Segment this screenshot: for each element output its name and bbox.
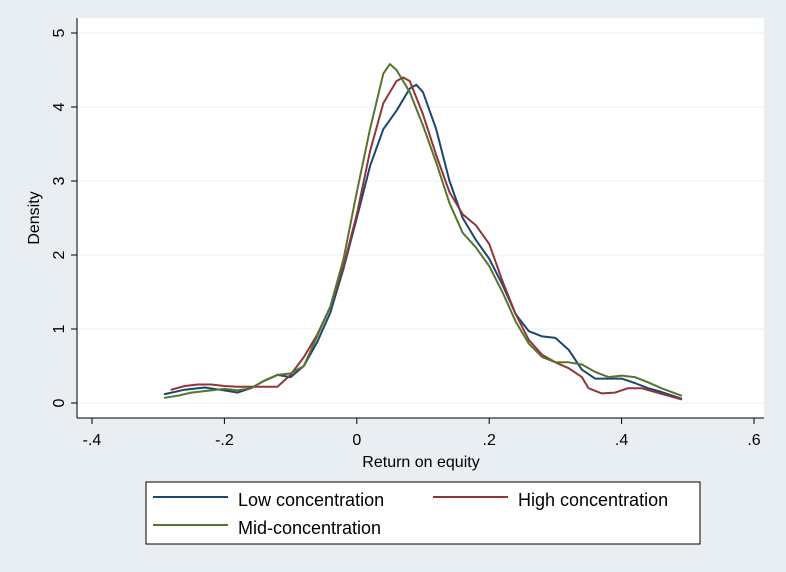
y-axis-label: Density xyxy=(26,191,43,244)
y-tick-label: 3 xyxy=(51,176,68,185)
x-tick-label: .4 xyxy=(615,432,628,449)
x-tick-label: .6 xyxy=(747,432,760,449)
legend-label-mid: Mid-concentration xyxy=(238,518,381,538)
x-tick-label: .2 xyxy=(483,432,496,449)
x-tick-label: 0 xyxy=(352,432,361,449)
series-lines xyxy=(163,63,683,401)
y-tick-label: 5 xyxy=(51,28,68,37)
x-axis-ticks: -.4 -.2 0 .2 .4 .6 xyxy=(83,418,761,449)
legend-label-low: Low concentration xyxy=(238,490,384,510)
series-line-high-concentration xyxy=(170,76,683,401)
x-tick-label: -.2 xyxy=(215,432,234,449)
y-tick-label: 2 xyxy=(51,250,68,259)
legend: Low concentration High concentration Mid… xyxy=(145,481,701,545)
y-axis-ticks: 0 1 2 3 4 5 xyxy=(51,28,77,407)
x-axis-label: Return on equity xyxy=(362,454,479,471)
legend-label-high: High concentration xyxy=(518,490,668,510)
series-line-mid-concentration xyxy=(163,63,683,399)
gridlines xyxy=(77,32,764,404)
y-tick-label: 0 xyxy=(51,398,68,407)
x-tick-label: -.4 xyxy=(83,432,102,449)
legend-box xyxy=(145,481,701,545)
y-tick-label: 1 xyxy=(51,324,68,333)
plot-area xyxy=(77,18,764,418)
y-tick-label: 4 xyxy=(51,102,68,111)
